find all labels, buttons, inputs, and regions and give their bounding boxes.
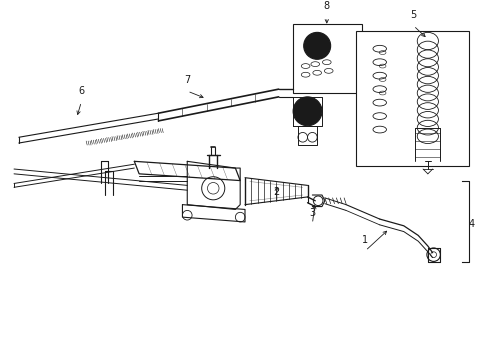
Text: 3: 3	[309, 208, 316, 218]
Text: 5: 5	[410, 10, 416, 20]
Text: 2: 2	[273, 187, 280, 197]
Text: 6: 6	[78, 86, 84, 96]
Circle shape	[293, 97, 322, 126]
Bar	[293, 24, 363, 93]
Text: 7: 7	[184, 75, 191, 85]
Text: 4: 4	[468, 219, 474, 229]
Circle shape	[304, 32, 331, 59]
Text: 8: 8	[324, 1, 330, 11]
Text: 1: 1	[362, 235, 368, 245]
Bar	[356, 31, 469, 166]
